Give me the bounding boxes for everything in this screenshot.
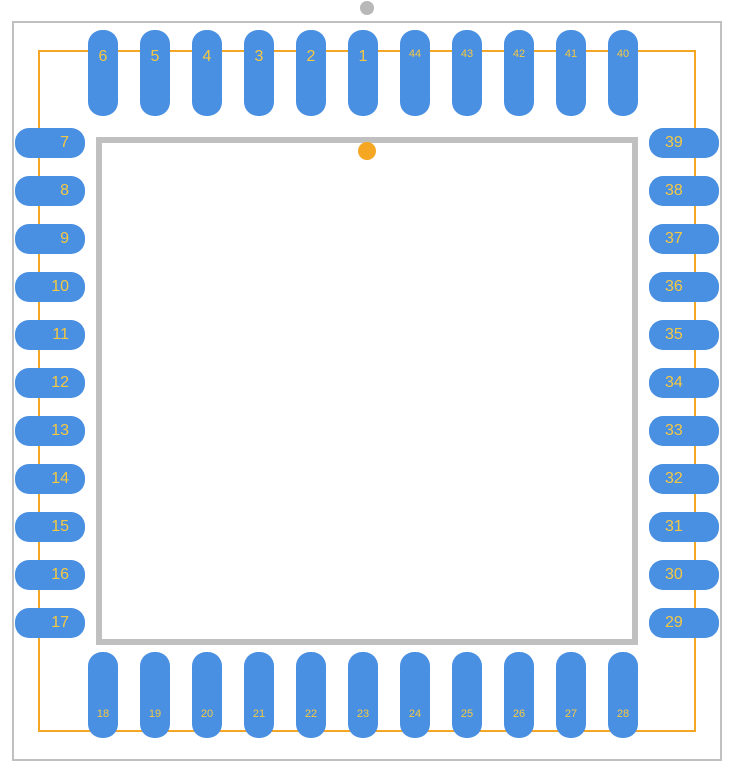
pin-19: 19 xyxy=(140,652,170,738)
pin-39: 39 xyxy=(649,128,719,158)
pin-30: 30 xyxy=(649,560,719,590)
pin-44: 44 xyxy=(400,30,430,116)
pin-29: 29 xyxy=(649,608,719,638)
pin-22: 22 xyxy=(296,652,326,738)
pin-28: 28 xyxy=(608,652,638,738)
pin-11: 11 xyxy=(15,320,85,350)
pin-43: 43 xyxy=(452,30,482,116)
pin-33: 33 xyxy=(649,416,719,446)
pin-15: 15 xyxy=(15,512,85,542)
pin-8: 8 xyxy=(15,176,85,206)
pin-34: 34 xyxy=(649,368,719,398)
pin-40: 40 xyxy=(608,30,638,116)
pin-10: 10 xyxy=(15,272,85,302)
pin-27: 27 xyxy=(556,652,586,738)
pin-16: 16 xyxy=(15,560,85,590)
pin-2: 2 xyxy=(296,30,326,116)
pin-35: 35 xyxy=(649,320,719,350)
pin-17: 17 xyxy=(15,608,85,638)
inner-body xyxy=(96,137,638,645)
pin-36: 36 xyxy=(649,272,719,302)
pin-24: 24 xyxy=(400,652,430,738)
pin-21: 21 xyxy=(244,652,274,738)
pin-37: 37 xyxy=(649,224,719,254)
pin-26: 26 xyxy=(504,652,534,738)
plcc-footprint: 6543214443424140181920212223242526272878… xyxy=(0,0,734,770)
pin-13: 13 xyxy=(15,416,85,446)
pin-9: 9 xyxy=(15,224,85,254)
pin-4: 4 xyxy=(192,30,222,116)
pin1-marker-dot xyxy=(358,142,376,160)
pin-6: 6 xyxy=(88,30,118,116)
pin-32: 32 xyxy=(649,464,719,494)
pin-42: 42 xyxy=(504,30,534,116)
pin-5: 5 xyxy=(140,30,170,116)
top-marker-dot xyxy=(360,1,374,15)
pin-18: 18 xyxy=(88,652,118,738)
pin-14: 14 xyxy=(15,464,85,494)
pin-1: 1 xyxy=(348,30,378,116)
pin-25: 25 xyxy=(452,652,482,738)
pin-23: 23 xyxy=(348,652,378,738)
pin-20: 20 xyxy=(192,652,222,738)
pin-38: 38 xyxy=(649,176,719,206)
pin-7: 7 xyxy=(15,128,85,158)
pin-12: 12 xyxy=(15,368,85,398)
pin-41: 41 xyxy=(556,30,586,116)
pin-3: 3 xyxy=(244,30,274,116)
pin-31: 31 xyxy=(649,512,719,542)
